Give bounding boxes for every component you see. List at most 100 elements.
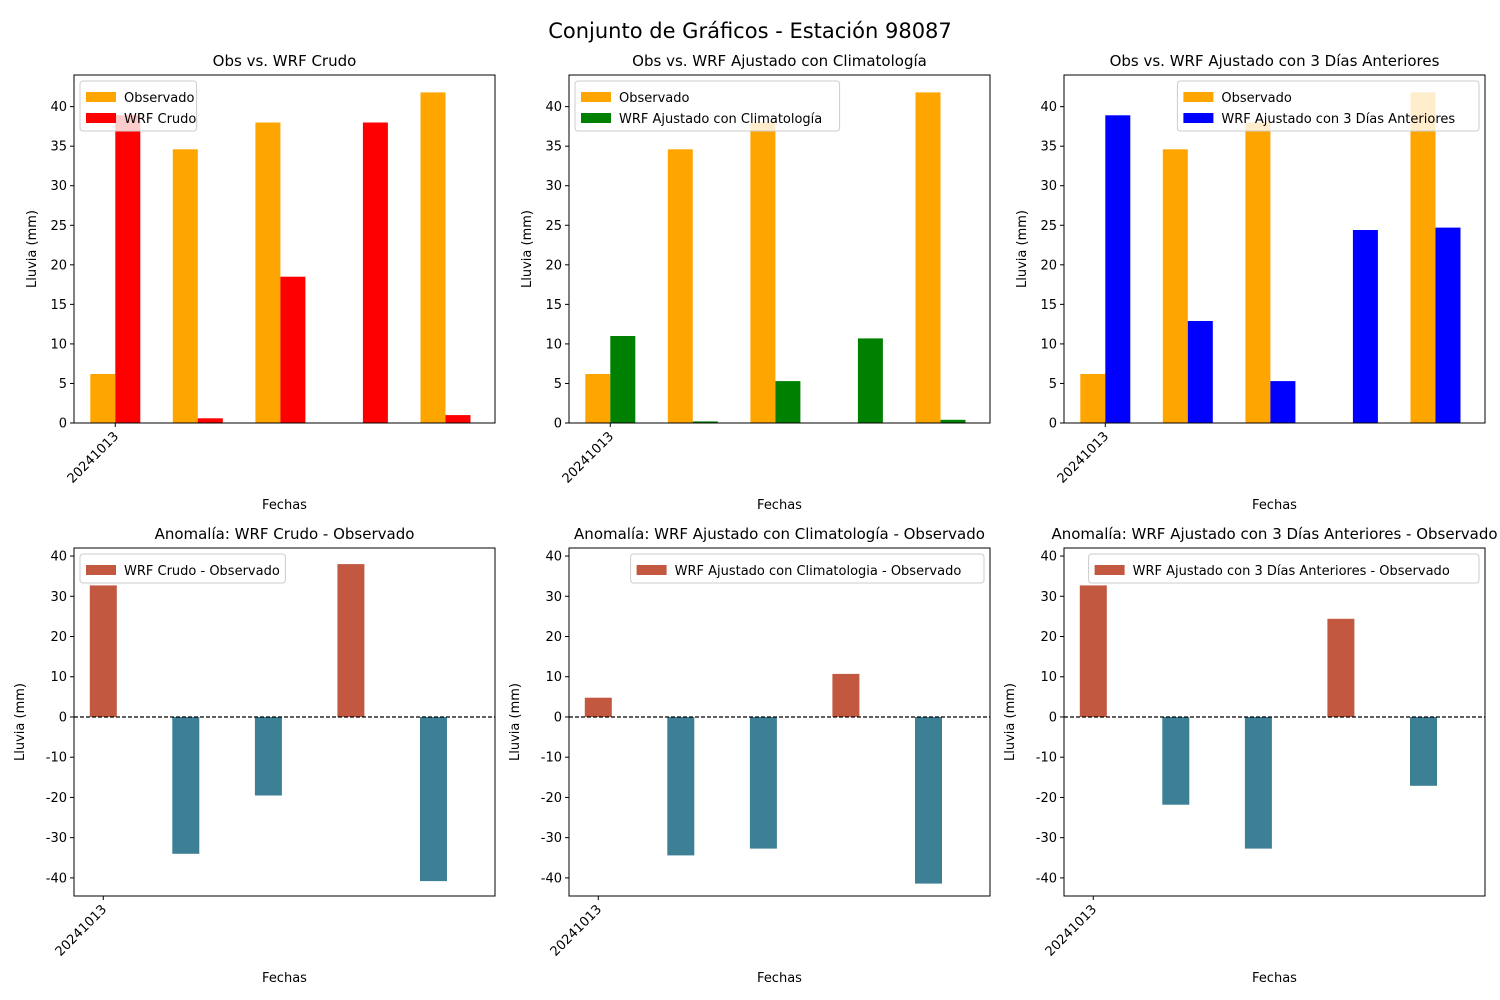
chart-title: Anomalía: WRF Ajustado con 3 Días Anteri…: [1051, 525, 1497, 543]
bar: [1435, 227, 1461, 423]
y-tick-label: 0: [1049, 417, 1057, 432]
y-tick-label: -10: [46, 751, 67, 766]
y-tick-label: 30: [545, 179, 562, 194]
anomaly-bar: [1079, 585, 1107, 717]
axes-frame: [1063, 547, 1486, 897]
legend-box: [79, 553, 286, 584]
bar: [857, 338, 883, 423]
bar: [667, 149, 693, 424]
bar: [362, 122, 388, 423]
y-tick-label: 20: [50, 630, 67, 645]
legend: WRF Ajustado con 3 Días Anteriores - Obs…: [1088, 553, 1480, 584]
y-axis-label: Lluvia (mm): [25, 210, 40, 288]
bar: [197, 418, 223, 423]
y-tick-label: -10: [1036, 751, 1057, 766]
anomaly-bar: [832, 673, 860, 717]
y-tick-label: -40: [541, 871, 562, 886]
y-tick-label: 40: [50, 550, 67, 565]
y-tick-label: 15: [50, 298, 67, 313]
y-tick-label: 40: [545, 550, 562, 565]
bar: [172, 149, 198, 424]
legend-swatch: [1094, 565, 1125, 575]
y-tick-label: 10: [1040, 337, 1057, 352]
y-tick-label: 20: [545, 630, 562, 645]
chart-title: Obs vs. WRF Ajustado con 3 Días Anterior…: [1110, 52, 1440, 70]
y-tick-label: 35: [50, 140, 67, 155]
bar: [775, 381, 801, 423]
y-tick-label: 35: [1040, 140, 1057, 155]
axes-frame: [568, 547, 991, 897]
y-tick-label: 10: [50, 670, 67, 685]
bar: [1410, 92, 1436, 424]
chart-title: Anomalía: WRF Ajustado con Climatología …: [574, 525, 985, 543]
bar: [420, 92, 446, 424]
axes-frame: [568, 74, 991, 424]
y-tick-label: 25: [1040, 219, 1057, 234]
bar: [280, 276, 306, 423]
chart-title: Obs vs. WRF Crudo: [213, 52, 357, 70]
bar: [1187, 321, 1213, 423]
y-tick-label: 20: [50, 258, 67, 273]
legend: Observado WRF Ajustado con Climatología: [574, 80, 841, 132]
x-axis-label: Fechas: [1252, 971, 1297, 986]
y-axis-label: Lluvia (mm): [520, 210, 535, 288]
anomaly-bar: [1327, 618, 1355, 717]
y-tick-label: 30: [50, 179, 67, 194]
y-tick-label: 5: [554, 377, 562, 392]
bar: [610, 336, 636, 423]
anomaly-bar: [1410, 717, 1437, 786]
y-tick-label: 15: [1040, 298, 1057, 313]
y-tick-label: -20: [541, 791, 562, 806]
bar: [255, 122, 281, 423]
x-axis-label: Fechas: [757, 498, 802, 513]
legend-box: [1176, 80, 1480, 132]
y-tick-label: 20: [1040, 630, 1057, 645]
bar: [940, 419, 966, 423]
legend-label: WRF Ajustado con Climatología: [619, 112, 822, 127]
legend: Observado WRF Crudo: [79, 80, 198, 132]
y-axis-label: Lluvia (mm): [1015, 210, 1030, 288]
y-tick-label: 0: [554, 710, 562, 725]
bar: [445, 415, 471, 423]
y-tick-label: -40: [46, 871, 67, 886]
legend-swatch: [636, 565, 667, 575]
legend-swatch: [1183, 92, 1214, 102]
legend-swatch: [86, 565, 116, 575]
legend-label: WRF Ajustado con Climatologia - Observad…: [675, 564, 962, 579]
anomaly-bar: [420, 717, 447, 882]
bar: [750, 122, 776, 423]
bar: [585, 374, 611, 423]
legend-box: [630, 553, 985, 584]
bar: [1270, 381, 1296, 423]
legend-swatch: [86, 92, 116, 102]
bar: [1080, 374, 1106, 423]
y-tick-label: 30: [50, 590, 67, 605]
anomaly-bar: [254, 717, 282, 796]
anomaly-bar: [1162, 717, 1190, 805]
bar: [692, 421, 718, 423]
y-tick-label: 10: [1040, 670, 1057, 685]
y-tick-label: 5: [1049, 377, 1057, 392]
y-axis-label: Lluvia (mm): [13, 683, 28, 761]
chart-title: Obs vs. WRF Ajustado con Climatología: [632, 52, 927, 70]
axes-frame: [73, 547, 496, 897]
y-tick-label: 30: [545, 590, 562, 605]
bar: [1245, 122, 1271, 423]
y-tick-label: 10: [545, 337, 562, 352]
y-tick-label: 25: [50, 219, 67, 234]
legend-swatch: [1183, 113, 1214, 123]
axes-frame: [73, 74, 496, 424]
y-tick-label: 0: [59, 417, 67, 432]
legend-label: WRF Crudo: [124, 112, 196, 127]
y-tick-label: -10: [541, 751, 562, 766]
legend-label: WRF Crudo - Observado: [124, 564, 280, 579]
legend-swatch: [86, 113, 116, 123]
legend-label: WRF Ajustado con 3 Días Anteriores: [1221, 112, 1455, 127]
y-tick-label: 35: [545, 140, 562, 155]
